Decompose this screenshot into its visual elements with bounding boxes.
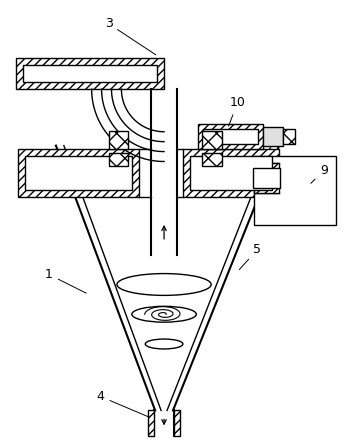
Bar [254, 155, 336, 225]
Bar [202, 131, 222, 148]
Bar [190, 155, 272, 190]
Bar [203, 129, 258, 144]
Bar [254, 163, 279, 193]
Text: 5: 5 [239, 243, 261, 269]
Text: 1: 1 [45, 268, 86, 293]
Bar [263, 127, 283, 146]
Bar [198, 124, 263, 148]
Bar [108, 152, 128, 167]
Text: 10: 10 [228, 97, 245, 126]
Bar [183, 148, 279, 197]
Bar [16, 58, 164, 89]
Text: 4: 4 [97, 390, 150, 417]
Bar [174, 411, 180, 436]
Bar [202, 152, 222, 167]
Bar [25, 155, 132, 190]
Bar [283, 129, 295, 144]
Text: 9: 9 [311, 164, 328, 183]
Text: 3: 3 [105, 17, 156, 55]
Bar [18, 148, 139, 197]
Bar [148, 411, 154, 436]
Bar [253, 168, 280, 188]
Bar [108, 131, 128, 148]
Bar [23, 65, 157, 82]
